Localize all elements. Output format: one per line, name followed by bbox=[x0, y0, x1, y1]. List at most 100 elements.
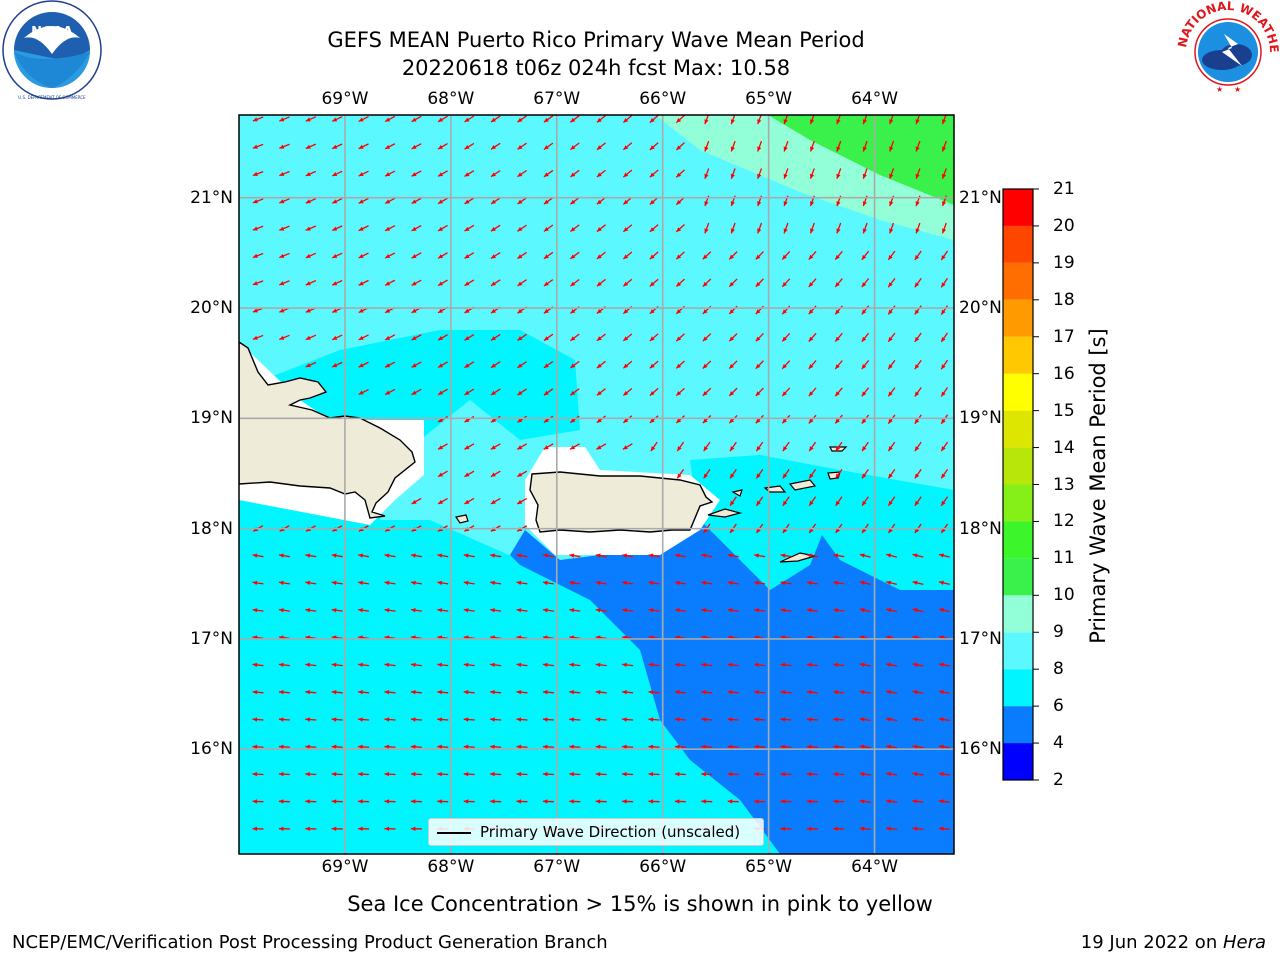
wave-arrow bbox=[859, 744, 871, 749]
wave-arrow bbox=[384, 334, 396, 341]
wave-arrow bbox=[938, 662, 950, 667]
wave-arrow bbox=[437, 470, 448, 478]
svg-text:★: ★ bbox=[1216, 85, 1223, 94]
graticule bbox=[239, 115, 954, 854]
wave-arrow bbox=[806, 771, 818, 777]
wave-arrow bbox=[437, 252, 448, 259]
wave-arrow bbox=[859, 799, 871, 804]
wave-arrow bbox=[384, 252, 396, 259]
axis-tick-label: 16°N bbox=[190, 739, 233, 760]
wave-arrow bbox=[358, 143, 369, 150]
wave-arrow bbox=[674, 771, 686, 777]
colorbar-tick-label: 10 bbox=[1053, 585, 1075, 606]
wave-arrow bbox=[833, 690, 845, 695]
wave-arrow bbox=[516, 470, 528, 478]
wave-arrow bbox=[437, 279, 448, 287]
island-mona bbox=[455, 514, 469, 524]
colorbar-band bbox=[1003, 521, 1033, 559]
svg-text:★: ★ bbox=[1234, 85, 1241, 94]
wave-arrow bbox=[305, 580, 317, 586]
wave-arrow bbox=[861, 496, 869, 507]
wave-arrow bbox=[437, 553, 449, 558]
wave-arrow bbox=[704, 222, 710, 234]
wave-arrow bbox=[834, 387, 843, 397]
wave-arrow bbox=[463, 690, 475, 695]
wave-arrow bbox=[410, 690, 422, 695]
wave-arrow bbox=[331, 334, 343, 341]
wave-arrow bbox=[730, 168, 736, 179]
wave-arrow bbox=[806, 799, 818, 804]
wave-arrow bbox=[596, 415, 606, 424]
wave-arrow bbox=[279, 280, 290, 286]
wave-arrow bbox=[384, 799, 396, 804]
wave-arrow bbox=[331, 197, 343, 204]
wave-arrow bbox=[675, 415, 685, 424]
wave-period-field bbox=[239, 115, 954, 854]
wave-arrow bbox=[622, 744, 634, 750]
footer-date: 19 Jun 2022 on bbox=[1080, 932, 1223, 953]
wave-arrow bbox=[806, 690, 818, 695]
wave-arrow bbox=[780, 771, 792, 777]
wave-arrow bbox=[543, 197, 554, 205]
axis-tick-label: 21°N bbox=[190, 187, 233, 208]
colorbar-tick-label: 15 bbox=[1053, 400, 1075, 421]
wave-arrow bbox=[836, 168, 842, 179]
wave-arrow bbox=[278, 553, 290, 558]
wave-arrow bbox=[622, 717, 634, 722]
wave-arrow bbox=[331, 717, 343, 722]
wave-arrow bbox=[490, 224, 501, 232]
wave-arrow bbox=[463, 744, 475, 750]
wave-arrow bbox=[543, 388, 554, 396]
wave-arrow bbox=[358, 608, 370, 613]
wave-arrow bbox=[754, 690, 766, 695]
map-frame bbox=[238, 114, 955, 855]
wave-arrow bbox=[543, 169, 554, 178]
wave-arrow bbox=[595, 608, 607, 613]
wave-arrow bbox=[622, 196, 633, 205]
wave-arrow bbox=[862, 222, 868, 234]
wave-arrow bbox=[780, 608, 792, 613]
wave-arrow bbox=[859, 580, 871, 586]
wave-arrow bbox=[704, 140, 710, 152]
wave-arrow bbox=[252, 690, 264, 695]
wave-arrow bbox=[648, 553, 660, 558]
wave-arrow bbox=[835, 496, 843, 507]
wave-arrow bbox=[754, 771, 766, 777]
wave-arrow bbox=[649, 360, 659, 369]
wave-arrow bbox=[728, 278, 738, 288]
wave-arrow bbox=[331, 799, 343, 804]
wave-arrow bbox=[701, 744, 713, 750]
wave-arrow bbox=[727, 799, 739, 804]
map-legend: Primary Wave Direction (unscaled) bbox=[428, 818, 764, 846]
wave-arrow bbox=[808, 360, 817, 370]
wave-arrow bbox=[305, 690, 317, 695]
wave-arrow bbox=[887, 250, 896, 261]
wave-arrow bbox=[517, 279, 527, 287]
title-line-1: GEFS MEAN Puerto Rico Primary Wave Mean … bbox=[327, 28, 865, 52]
axis-tick-label: 65°W bbox=[745, 857, 793, 877]
axis-tick-label: 21°N bbox=[959, 187, 1002, 208]
wave-arrow bbox=[859, 662, 871, 667]
wave-arrow bbox=[861, 332, 870, 343]
wave-arrow bbox=[437, 608, 449, 613]
wave-arrow bbox=[305, 116, 317, 122]
wave-arrow bbox=[727, 690, 739, 695]
axis-tick-label: 68°W bbox=[427, 857, 475, 877]
wave-arrow bbox=[622, 662, 634, 668]
wave-arrow bbox=[516, 662, 528, 668]
wave-arrow bbox=[411, 115, 422, 123]
wave-arrow bbox=[437, 115, 448, 123]
wave-arrow bbox=[755, 414, 764, 424]
wave-arrow bbox=[358, 690, 370, 695]
wave-arrow bbox=[674, 744, 686, 750]
wave-arrow bbox=[727, 553, 739, 558]
wave-arrow bbox=[543, 443, 554, 450]
wave-arrow bbox=[542, 690, 554, 695]
colorbar-tick-label: 18 bbox=[1053, 289, 1075, 310]
colorbar-band bbox=[1003, 299, 1033, 337]
wave-arrow bbox=[278, 799, 290, 804]
wave-arrow bbox=[809, 140, 815, 152]
wave-arrow bbox=[781, 251, 791, 260]
wave-arrow bbox=[384, 388, 396, 396]
wave-arrow bbox=[755, 332, 764, 342]
